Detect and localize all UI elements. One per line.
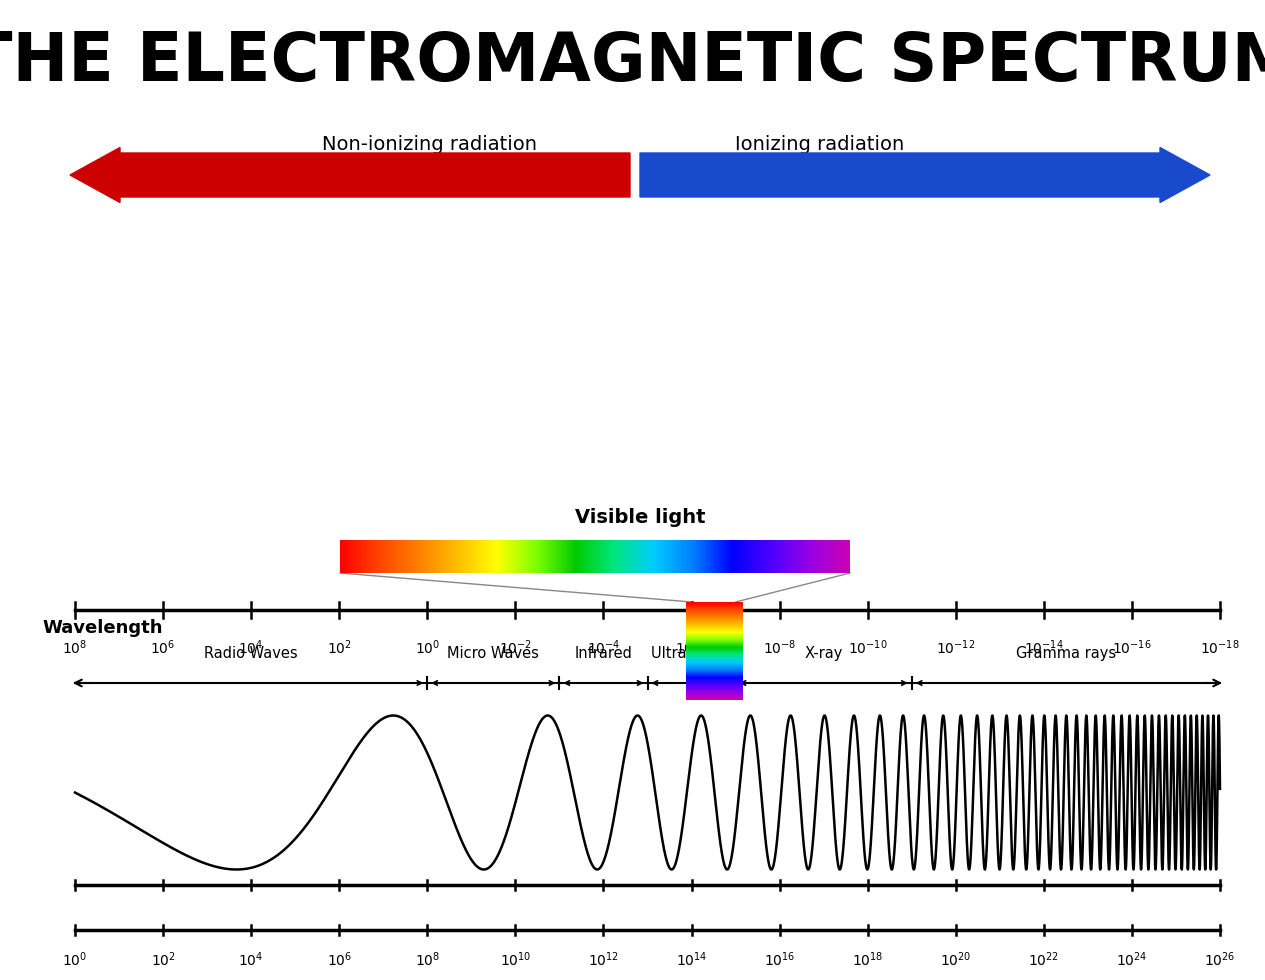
Text: Infrared: Infrared	[574, 646, 632, 661]
Text: X-ray: X-ray	[805, 646, 842, 661]
Text: $10^{12}$: $10^{12}$	[588, 950, 619, 968]
FancyArrow shape	[640, 148, 1211, 203]
Text: THE ELECTROMAGNETIC SPECTRUM: THE ELECTROMAGNETIC SPECTRUM	[0, 29, 1265, 95]
Text: $10^{-6}$: $10^{-6}$	[674, 638, 708, 657]
FancyArrow shape	[70, 148, 630, 203]
Text: $10^{2}$: $10^{2}$	[151, 950, 176, 968]
Text: $10^{-14}$: $10^{-14}$	[1023, 638, 1064, 657]
Text: Gramma rays: Gramma rays	[1016, 646, 1116, 661]
Text: Visible light: Visible light	[574, 508, 706, 527]
Text: $10^{20}$: $10^{20}$	[940, 950, 972, 968]
Text: $10^{16}$: $10^{16}$	[764, 950, 796, 968]
Text: $10^{22}$: $10^{22}$	[1028, 950, 1060, 968]
Text: $10^{8}$: $10^{8}$	[62, 638, 87, 657]
Text: $10^{6}$: $10^{6}$	[326, 950, 352, 968]
Text: $10^{10}$: $10^{10}$	[500, 950, 531, 968]
Text: $10^{-10}$: $10^{-10}$	[848, 638, 888, 657]
Text: $10^{0}$: $10^{0}$	[62, 950, 87, 968]
Text: $10^{14}$: $10^{14}$	[676, 950, 707, 968]
Text: $10^{18}$: $10^{18}$	[851, 950, 883, 968]
Text: Wavelength: Wavelength	[42, 619, 162, 637]
Text: $10^{8}$: $10^{8}$	[415, 950, 440, 968]
Text: $10^{-16}$: $10^{-16}$	[1112, 638, 1151, 657]
Text: Ionizing radiation: Ionizing radiation	[735, 135, 904, 155]
Text: Micro Waves: Micro Waves	[448, 646, 539, 661]
Text: $10^{26}$: $10^{26}$	[1204, 950, 1236, 968]
Text: $10^{-8}$: $10^{-8}$	[763, 638, 797, 657]
Text: $10^{-2}$: $10^{-2}$	[498, 638, 533, 657]
Text: $10^{-4}$: $10^{-4}$	[587, 638, 620, 657]
Text: Ultra violet: Ultra violet	[651, 646, 732, 661]
Text: Non-ionizing radiation: Non-ionizing radiation	[323, 135, 538, 155]
Text: $10^{-18}$: $10^{-18}$	[1200, 638, 1240, 657]
Text: Radio Waves: Radio Waves	[205, 646, 299, 661]
Text: $10^{4}$: $10^{4}$	[239, 638, 264, 657]
Text: $10^{0}$: $10^{0}$	[415, 638, 440, 657]
Text: $10^{24}$: $10^{24}$	[1116, 950, 1147, 968]
Text: $10^{-12}$: $10^{-12}$	[936, 638, 975, 657]
Text: $10^{2}$: $10^{2}$	[326, 638, 352, 657]
Text: $10^{6}$: $10^{6}$	[151, 638, 176, 657]
Text: $10^{4}$: $10^{4}$	[239, 950, 264, 968]
